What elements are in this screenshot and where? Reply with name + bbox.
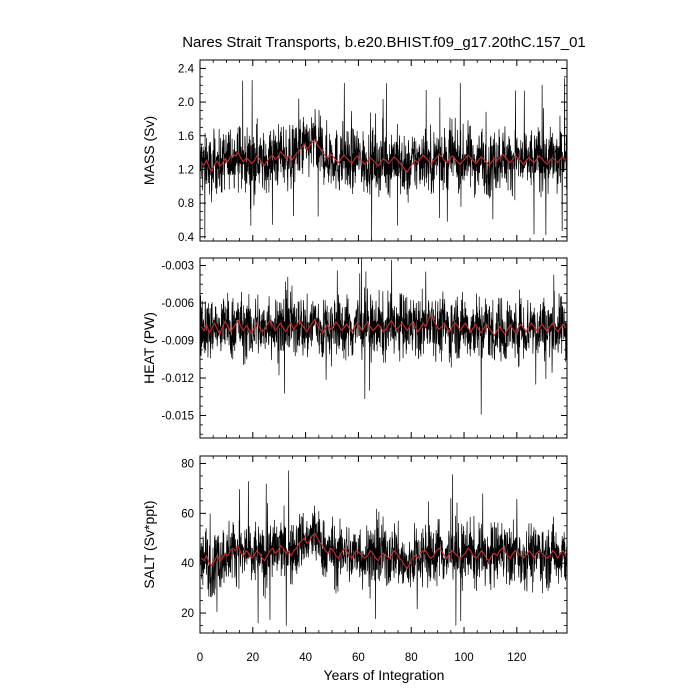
y-axis-label-3: SALT (Sv*ppt): [141, 500, 157, 588]
y-axis-label-2: HEAT (PW): [141, 312, 157, 384]
y-tick-label: -0.006: [161, 298, 194, 310]
y-tick-label: 2.4: [178, 63, 195, 75]
plot-frame-3: [199, 455, 568, 634]
series-monthly-line-2: [200, 258, 567, 415]
x-tick-label: 40: [299, 652, 312, 664]
chart-title: Nares Strait Transports, b.e20.BHIST.f09…: [182, 34, 586, 51]
panel-1: 0.4 0.8 1.2 1.6 2.0 2.4 MASS (Sv): [141, 59, 568, 244]
x-tick-label: 20: [246, 652, 259, 664]
y-tick-label: 60: [181, 508, 194, 520]
y-tick-label: 80: [181, 458, 194, 470]
panel-3: 20 40 60 80 SALT (Sv*ppt): [141, 455, 568, 634]
y-tick-label: 2.0: [178, 97, 194, 109]
y-tick-label: -0.012: [161, 373, 194, 385]
x-axis: 0 20 40 60 80 100 120: [197, 652, 527, 664]
y-tick-label: 20: [181, 608, 194, 620]
series-monthly-line-1: [200, 78, 567, 241]
series-annual-mean-line-1: [200, 139, 567, 173]
y-tick-label: 0.4: [178, 232, 195, 244]
y-tick-label: 1.2: [178, 164, 194, 176]
series-monthly-line-3: [200, 470, 567, 626]
plot-frame-1: [199, 59, 568, 242]
y-tick-label: -0.015: [161, 411, 194, 423]
y-tick-label: 1.6: [178, 131, 194, 143]
x-tick-label: 80: [405, 652, 418, 664]
x-tick-label: 100: [454, 652, 473, 664]
x-axis-label: Years of Integration: [324, 667, 445, 683]
y-tick-label: 0.8: [178, 198, 194, 210]
y-tick-label: -0.003: [161, 261, 194, 273]
x-tick-label: 60: [352, 652, 365, 664]
series-annual-mean-line-2: [200, 314, 567, 337]
x-tick-label: 120: [507, 652, 526, 664]
series-annual-mean-line-3: [200, 532, 567, 570]
panel-2: -0.015 -0.012 -0.009 -0.006 -0.003 HEAT (PW): [141, 257, 568, 439]
y-tick-label: -0.009: [161, 336, 194, 348]
plot-frame-2: [199, 257, 568, 439]
x-tick-label: 0: [197, 652, 203, 664]
y-tick-label: 40: [181, 558, 194, 570]
y-axis-label-1: MASS (Sv): [141, 116, 157, 185]
